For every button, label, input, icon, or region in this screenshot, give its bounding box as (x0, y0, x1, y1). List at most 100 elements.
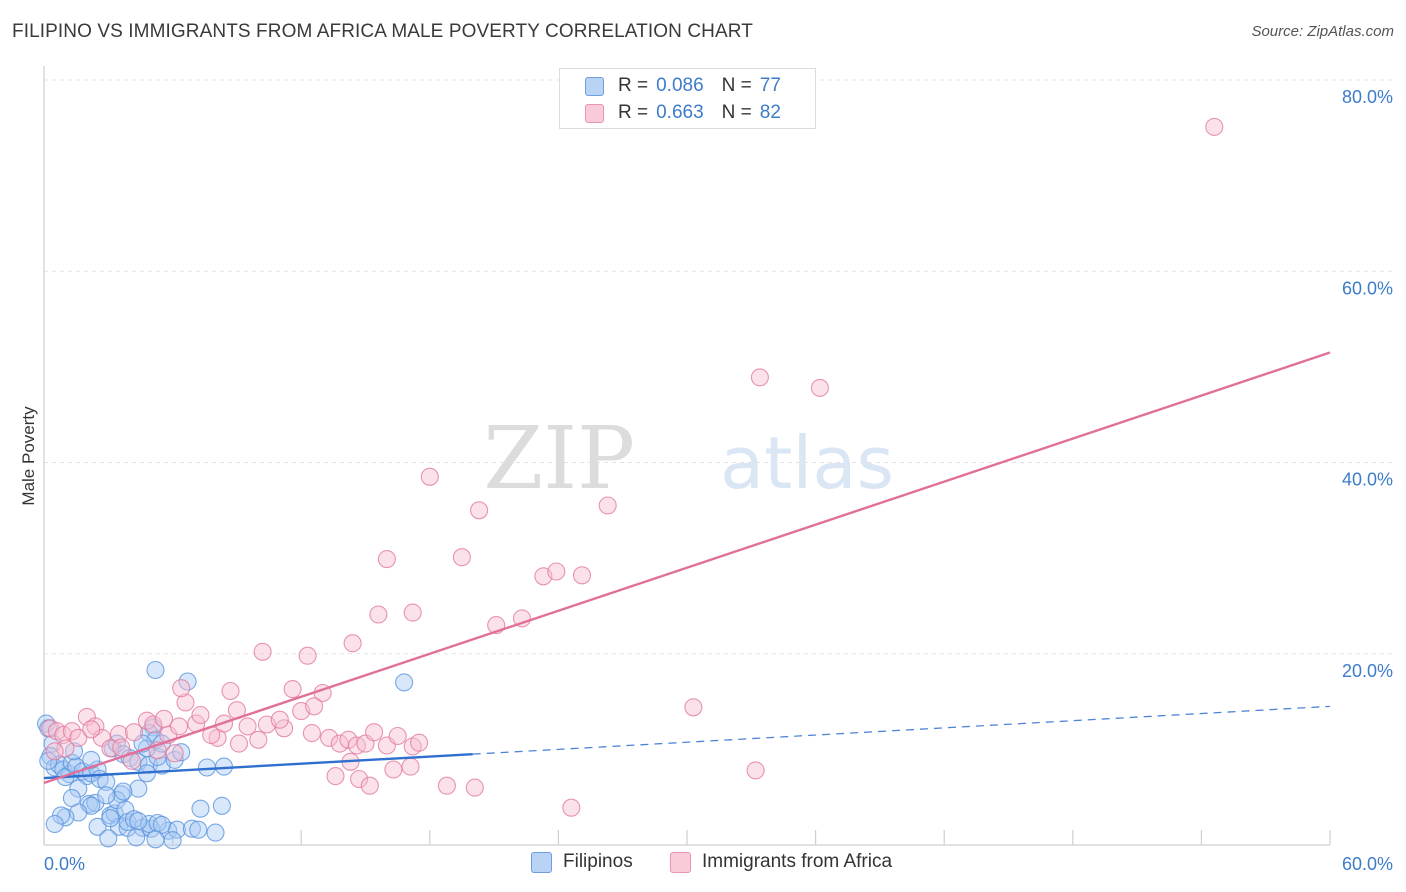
trend-line-filipinos (43, 752, 473, 780)
chart-title: FILIPINO VS IMMIGRANTS FROM AFRICA MALE … (12, 21, 753, 42)
point-filipinos (97, 786, 116, 805)
point-filipinos (69, 779, 88, 798)
point-africa (253, 642, 272, 661)
point-filipinos (127, 828, 146, 847)
point-filipinos (82, 750, 101, 769)
point-africa (343, 634, 362, 653)
point-africa (249, 730, 268, 749)
point-africa (750, 368, 769, 387)
point-africa (572, 566, 592, 585)
point-filipinos (182, 819, 201, 838)
point-africa (410, 733, 429, 752)
legend-r-label: R = (618, 75, 649, 96)
point-africa (350, 769, 369, 789)
y-tick-label: 20.0% (1342, 661, 1393, 681)
point-filipinos (172, 743, 191, 762)
legend-n-label: N = (721, 102, 752, 123)
point-filipinos (129, 779, 148, 798)
legend-row-filipinos: R = 0.086 N = 77 (585, 73, 781, 99)
point-africa (377, 550, 396, 569)
watermark-atlas: atlas (720, 421, 894, 505)
legend-swatch-filipinos (585, 76, 604, 96)
point-africa (420, 467, 439, 486)
point-africa (401, 757, 420, 776)
point-africa (124, 723, 144, 742)
axes (43, 66, 1331, 846)
tick-labels: 20.0% 40.0% 60.0% 80.0% 0.0% 60.0% (44, 87, 1393, 874)
point-africa (810, 378, 829, 397)
point-filipinos (146, 660, 165, 680)
point-filipinos (178, 672, 197, 691)
x-tick-label: 60.0% (1342, 854, 1393, 874)
point-africa (69, 728, 88, 747)
point-africa (384, 760, 403, 779)
point-africa (437, 776, 456, 795)
legend-row-africa: R = 0.663 N = 82 (585, 100, 781, 126)
data-points (37, 117, 1224, 850)
point-africa (298, 646, 317, 665)
point-africa (562, 798, 581, 817)
y-axis-label: Male Poverty (19, 406, 38, 506)
point-africa (54, 725, 73, 745)
point-filipinos (114, 782, 133, 801)
point-africa (270, 710, 289, 729)
point-africa (465, 778, 484, 797)
point-africa (109, 725, 129, 744)
point-africa (684, 698, 703, 717)
trend-line-africa (43, 351, 1331, 784)
point-filipinos (39, 751, 58, 770)
point-filipinos (101, 809, 120, 828)
legend-n-value: 82 (759, 102, 781, 123)
legend-r-value: 0.663 (656, 102, 704, 123)
legend-item-filipinos[interactable]: Filipinos (531, 851, 633, 873)
series-legend: Filipinos Immigrants from Africa (0, 851, 1406, 879)
point-africa (165, 744, 184, 763)
point-africa (305, 697, 324, 716)
legend-swatch-africa (670, 851, 691, 873)
point-africa (172, 679, 191, 698)
point-filipinos (212, 796, 231, 815)
point-filipinos (99, 829, 118, 848)
point-africa (403, 603, 422, 622)
source-label: Source: ZipAtlas.com (1251, 23, 1394, 40)
point-africa (1205, 117, 1224, 136)
point-filipinos (191, 799, 210, 818)
point-africa (283, 680, 302, 699)
point-africa (176, 693, 195, 712)
correlation-legend: R = 0.086 N = 77 R = 0.663 N = 82 (559, 68, 816, 129)
point-africa (112, 738, 131, 757)
point-africa (62, 722, 81, 741)
point-filipinos (129, 812, 148, 831)
grid-lines (44, 79, 1392, 655)
point-filipinos (395, 673, 414, 692)
point-africa (275, 719, 294, 738)
point-filipinos (163, 831, 182, 850)
legend-label-filipinos: Filipinos (563, 851, 633, 872)
point-filipinos (45, 814, 64, 834)
point-africa (302, 724, 321, 743)
point-africa (154, 709, 174, 728)
point-africa (191, 705, 210, 725)
point-africa (388, 726, 407, 746)
legend-swatch-filipinos (531, 851, 552, 873)
trend-extension-filipinos (472, 705, 1331, 755)
legend-n-label: N = (721, 75, 752, 96)
point-africa (82, 720, 101, 739)
x-tick-label: 0.0% (44, 854, 85, 874)
point-africa (547, 562, 566, 581)
point-africa (470, 501, 489, 520)
point-africa (45, 742, 64, 761)
legend-item-africa[interactable]: Immigrants from Africa (670, 851, 892, 873)
legend-swatch-africa (585, 103, 604, 123)
y-tick-label: 80.0% (1342, 87, 1393, 107)
point-filipinos (146, 830, 165, 849)
legend-r-label: R = (618, 102, 649, 123)
point-africa (320, 728, 339, 747)
point-africa (144, 715, 163, 734)
point-africa (326, 767, 345, 786)
point-africa (598, 496, 617, 515)
point-filipinos (189, 820, 208, 839)
point-africa (56, 739, 75, 758)
trend-lines (43, 351, 1331, 784)
